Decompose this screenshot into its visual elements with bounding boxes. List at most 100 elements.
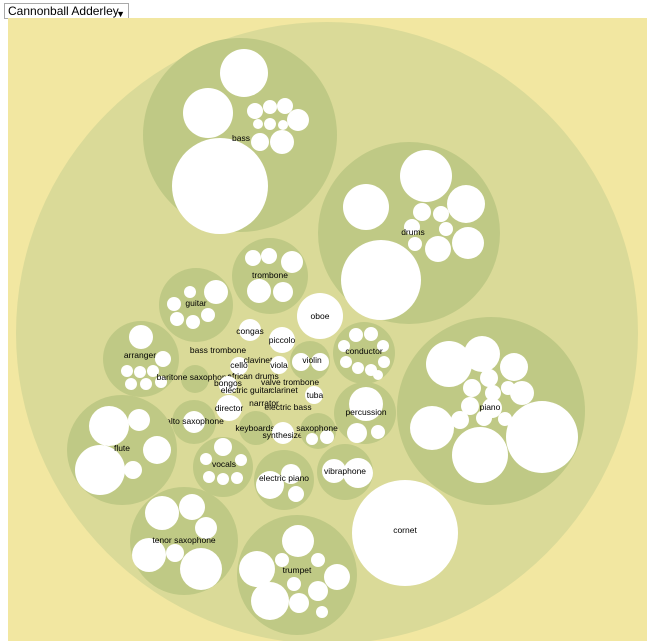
synthesizer-group[interactable]: synthesizer (263, 422, 306, 444)
keyboards-group[interactable]: keyboards (235, 411, 275, 445)
trumpet-group[interactable]: trumpet (237, 515, 357, 635)
tuba-group[interactable]: tuba (305, 386, 324, 404)
keyboards-circle (239, 411, 273, 445)
bubble-leaf (485, 385, 501, 401)
label-trombone: trombone (252, 270, 288, 280)
label-piccolo: piccolo (269, 335, 296, 345)
bubble-leaf (506, 401, 578, 473)
valve-trombone-group[interactable]: valve trombone (261, 377, 319, 387)
bubble-leaf (203, 471, 215, 483)
bubble-leaf (324, 564, 350, 590)
piccolo-group[interactable]: piccolo (269, 327, 296, 353)
piccolo-circle (269, 327, 295, 353)
bubble-leaf (166, 544, 184, 562)
bubble-leaf (251, 133, 269, 151)
violin-group[interactable]: violin (290, 341, 330, 381)
bubble-leaf (426, 341, 472, 387)
bubble-leaf (352, 362, 364, 374)
bubble-leaf (501, 381, 515, 395)
drums-group[interactable]: drums (318, 142, 500, 324)
saxophone-group[interactable]: saxophone (296, 413, 338, 449)
bubble-leaf (204, 280, 228, 304)
viola-group[interactable]: viola (270, 356, 288, 374)
bubble-leaf (433, 206, 449, 222)
label-trumpet: trumpet (283, 565, 312, 575)
bass-trombone-group[interactable]: bass trombone (190, 345, 246, 355)
bubble-leaf (145, 496, 179, 530)
bubble-leaf (371, 425, 385, 439)
bubble-leaf (480, 369, 498, 387)
bubble-leaf (349, 387, 383, 421)
arranger-group[interactable]: arranger (103, 321, 179, 397)
label-narrator: narrator (249, 398, 279, 408)
bubble-leaf (239, 551, 275, 587)
baritone-saxophone-group[interactable]: baritone saxophone (157, 365, 232, 393)
label-valve-trombone: valve trombone (261, 377, 319, 387)
tenor-saxophone-group[interactable]: tenor saxophone (130, 487, 238, 595)
synthesizer-circle (272, 422, 294, 444)
guitar-group[interactable]: guitar (159, 268, 233, 342)
alto-saxophone-group[interactable]: alto saxophone (166, 400, 224, 444)
bubble-leaf (270, 130, 294, 154)
director-group[interactable]: director (215, 395, 244, 421)
bubble-leaf (235, 454, 247, 466)
bubble-leaf (408, 237, 422, 251)
bass-group[interactable]: bass (143, 38, 337, 234)
bubble-leaf (172, 138, 268, 234)
bubble-leaf (316, 606, 328, 618)
bubble-leaf (292, 353, 310, 371)
bubble-leaf (147, 365, 159, 377)
electric-piano-group[interactable]: electric piano (254, 450, 314, 510)
label-vibraphone: vibraphone (324, 466, 366, 476)
trombone-group[interactable]: trombone (232, 238, 308, 314)
clavinet-group[interactable]: clavinet (244, 355, 273, 365)
oboe-circle (297, 293, 343, 339)
electric-guitar-group[interactable]: electric guitar (221, 385, 272, 395)
bubble-leaf (322, 459, 346, 483)
bongos-group[interactable]: bongos (214, 376, 242, 394)
congas-group[interactable]: congas (236, 319, 264, 341)
vibraphone-group[interactable]: vibraphone (317, 444, 373, 500)
label-tenor-saxophone: tenor saxophone (152, 535, 216, 545)
bubble-leaf (364, 327, 378, 341)
cornet-group[interactable]: cornet (352, 480, 458, 586)
cello-group[interactable]: cello (230, 357, 248, 375)
african-drums-group[interactable]: african drums (227, 371, 279, 381)
bubble-leaf (463, 379, 481, 397)
artist-select[interactable]: Cannonball Adderley ▼ (4, 3, 129, 19)
bubble-leaf (186, 315, 200, 329)
bubble-leaf (452, 227, 484, 259)
piano-group[interactable]: piano (397, 317, 585, 505)
bubble-chart-svg: bass drums trombone guitar (16, 22, 638, 641)
oboe-group[interactable]: oboe (297, 293, 343, 339)
bubble-leaf (347, 423, 367, 443)
label-drums: drums (401, 227, 425, 237)
flute-group[interactable]: flute (67, 395, 177, 505)
bubble-leaf (256, 471, 284, 499)
percussion-group[interactable]: percussion (334, 382, 396, 444)
bubble-leaf (184, 286, 196, 298)
conductor-group[interactable]: conductor (333, 322, 395, 384)
bubble-leaf (263, 100, 277, 114)
bubble-leaf (155, 351, 171, 367)
label-tuba: tuba (307, 390, 324, 400)
bubble-leaf (404, 219, 420, 235)
label-bongos: bongos (214, 378, 242, 388)
bubble-leaf (245, 250, 261, 266)
label-synthesizer: synthesizer (263, 430, 306, 440)
bubble-leaf (217, 473, 229, 485)
bubble-leaf (498, 412, 512, 426)
cello-circle (230, 357, 248, 375)
label-percussion: percussion (345, 407, 386, 417)
label-conductor: conductor (345, 346, 382, 356)
bubble-leaf (500, 353, 528, 381)
bubble-leaf (510, 381, 534, 405)
viola-circle (270, 356, 288, 374)
label-congas: congas (236, 326, 263, 336)
clarinet-group[interactable]: clarinet (270, 385, 298, 395)
bubble-leaf (373, 370, 383, 380)
narrator-group[interactable]: narrator (249, 398, 279, 408)
electric-bass-group[interactable]: electric bass (264, 402, 311, 412)
vocals-group[interactable]: vocals (193, 437, 253, 497)
bubble-leaf (128, 409, 150, 431)
